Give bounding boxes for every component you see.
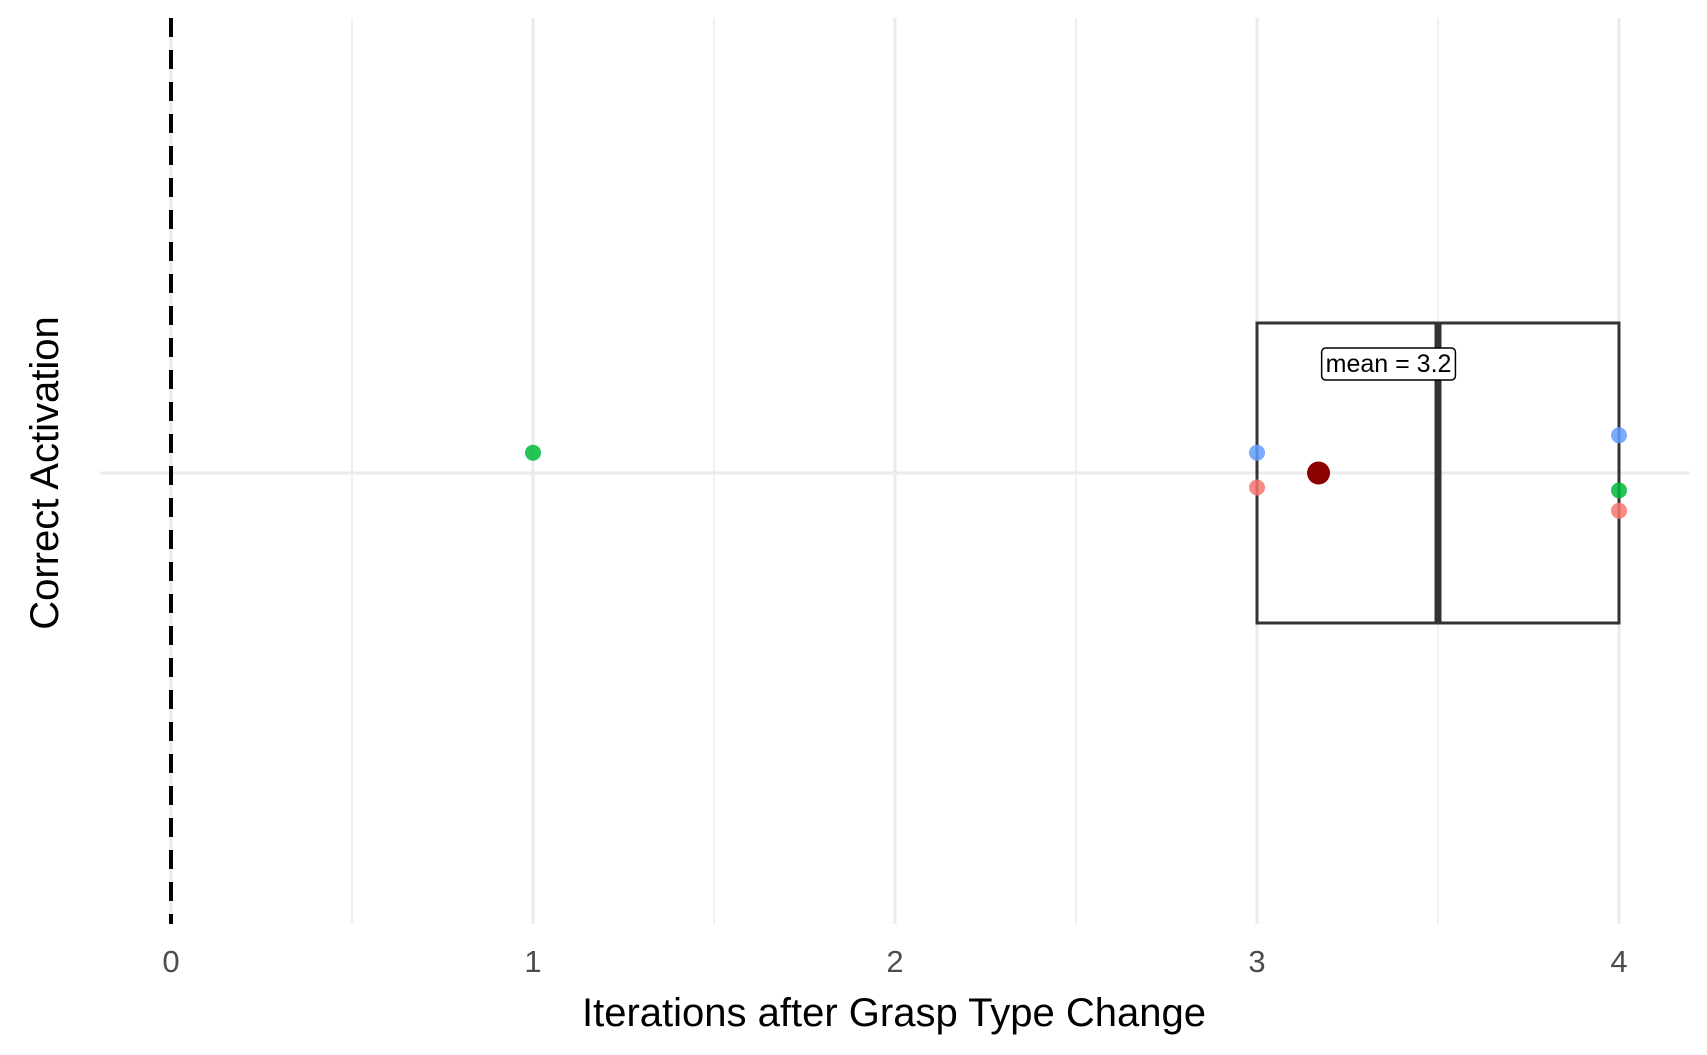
data-point: [1249, 444, 1265, 461]
grid-lines: [100, 18, 1690, 924]
data-point: [525, 444, 541, 461]
annotation-label: mean = 3.2: [1326, 350, 1452, 378]
x-tick-label: 0: [162, 944, 179, 979]
x-axis-ticks: 0 1 2 3 4: [162, 944, 1627, 979]
x-tick-label: 4: [1610, 944, 1627, 979]
data-point: [1249, 479, 1265, 496]
mean-annotation: mean = 3.2: [1320, 347, 1457, 381]
annotation-box: [1320, 347, 1457, 381]
x-axis-title: Iterations after Grasp Type Change: [582, 991, 1206, 1035]
data-point: [1611, 502, 1627, 519]
x-tick-label: 1: [524, 944, 541, 979]
mean-point: [1307, 461, 1331, 485]
x-tick-label: 3: [1248, 944, 1265, 979]
data-point: [1611, 427, 1627, 444]
data-points: [525, 427, 1627, 519]
x-tick-label: 2: [886, 944, 903, 979]
data-point: [1611, 482, 1627, 499]
y-axis-title: Correct Activation: [23, 316, 67, 629]
